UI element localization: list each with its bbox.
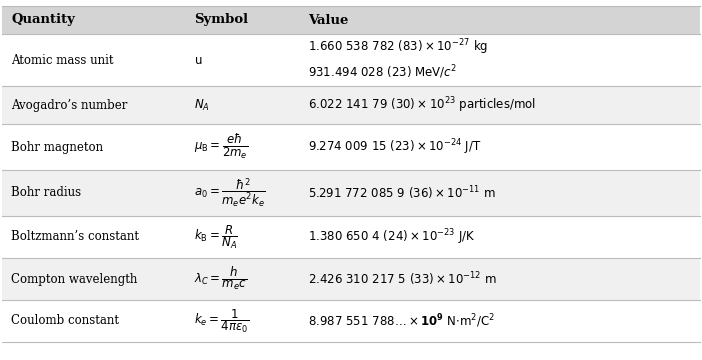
Text: Value: Value xyxy=(308,13,349,27)
Text: Boltzmann’s constant: Boltzmann’s constant xyxy=(11,230,140,243)
Text: Bohr radius: Bohr radius xyxy=(11,186,81,199)
Text: $\lambda_C = \dfrac{h}{m_e c}$: $\lambda_C = \dfrac{h}{m_e c}$ xyxy=(194,266,247,292)
Text: $8.987\ 551\ 788\ldots\times \mathbf{10^9}\ \mathrm{N{\cdot}m^2/C^2}$: $8.987\ 551\ 788\ldots\times \mathbf{10^… xyxy=(308,312,496,330)
Text: $1.660\ 538\ 782\ (83)\times 10^{-27}\ \mathrm{kg}$: $1.660\ 538\ 782\ (83)\times 10^{-27}\ \… xyxy=(308,38,489,57)
Bar xyxy=(2,124,700,170)
Bar xyxy=(2,300,700,342)
Text: Symbol: Symbol xyxy=(194,13,248,27)
Text: $\mathrm{u}$: $\mathrm{u}$ xyxy=(194,54,202,67)
Text: $9.274\ 009\ 15\ (23)\times 10^{-24}\ \mathrm{J/T}$: $9.274\ 009\ 15\ (23)\times 10^{-24}\ \m… xyxy=(308,137,482,157)
Text: Quantity: Quantity xyxy=(11,13,75,27)
Text: Coulomb constant: Coulomb constant xyxy=(11,315,119,328)
Text: $\mu_\mathrm{B} = \dfrac{e\hbar}{2m_e}$: $\mu_\mathrm{B} = \dfrac{e\hbar}{2m_e}$ xyxy=(194,132,249,161)
Text: $6.022\ 141\ 79\ (30)\times 10^{23}\ \mathrm{particles/mol}$: $6.022\ 141\ 79\ (30)\times 10^{23}\ \ma… xyxy=(308,95,536,115)
Bar xyxy=(2,86,700,124)
Text: Bohr magneton: Bohr magneton xyxy=(11,140,104,153)
Bar xyxy=(2,258,700,300)
Bar xyxy=(2,6,700,34)
Text: $k_e = \dfrac{1}{4\pi\epsilon_0}$: $k_e = \dfrac{1}{4\pi\epsilon_0}$ xyxy=(194,307,249,335)
Text: Compton wavelength: Compton wavelength xyxy=(11,273,138,285)
Text: $5.291\ 772\ 085\ 9\ (36)\times 10^{-11}\ \mathrm{m}$: $5.291\ 772\ 085\ 9\ (36)\times 10^{-11}… xyxy=(308,184,496,202)
Text: $a_0 = \dfrac{\hbar^2}{m_e e^2 k_e}$: $a_0 = \dfrac{\hbar^2}{m_e e^2 k_e}$ xyxy=(194,176,265,210)
Text: $931.494\ 028\ (23)\ \mathrm{MeV}/c^2$: $931.494\ 028\ (23)\ \mathrm{MeV}/c^2$ xyxy=(308,64,458,81)
Text: Atomic mass unit: Atomic mass unit xyxy=(11,54,114,67)
Text: $2.426\ 310\ 217\ 5\ (33)\times 10^{-12}\ \mathrm{m}$: $2.426\ 310\ 217\ 5\ (33)\times 10^{-12}… xyxy=(308,270,497,288)
Text: $N_A$: $N_A$ xyxy=(194,98,210,113)
Bar xyxy=(2,34,700,86)
Bar xyxy=(2,216,700,258)
Text: $k_\mathrm{B} = \dfrac{R}{N_A}$: $k_\mathrm{B} = \dfrac{R}{N_A}$ xyxy=(194,223,238,251)
Text: Avogadro’s number: Avogadro’s number xyxy=(11,99,128,112)
Text: $1.380\ 650\ 4\ (24)\times 10^{-23}\ \mathrm{J/K}$: $1.380\ 650\ 4\ (24)\times 10^{-23}\ \ma… xyxy=(308,227,476,247)
Bar xyxy=(2,170,700,216)
